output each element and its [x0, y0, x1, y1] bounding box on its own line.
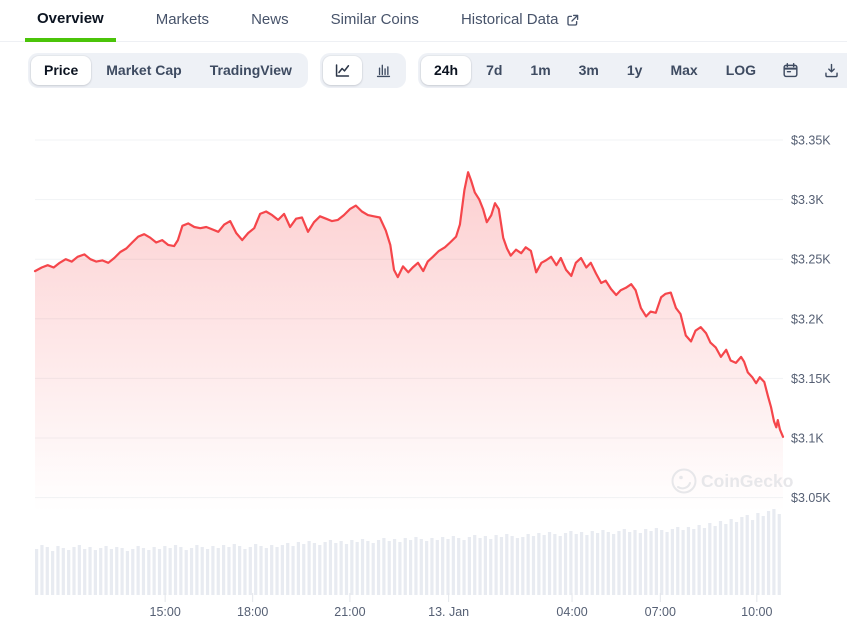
tab-similar-coins[interactable]: Similar Coins [329, 11, 421, 42]
range-max-button[interactable]: Max [657, 56, 710, 85]
tab-markets[interactable]: Markets [154, 11, 211, 42]
svg-text:$3.05K: $3.05K [791, 491, 831, 505]
price-chart[interactable]: 15:00 18:00 21:00 13. Jan 04:00 07:00 10:00 $3.… [0, 100, 847, 634]
range-24h-button[interactable]: 24h [420, 56, 472, 85]
market-cap-button[interactable]: Market Cap [93, 56, 194, 85]
svg-text:CoinGecko: CoinGecko [701, 471, 793, 491]
range-1m-button[interactable]: 1m [517, 56, 563, 85]
volume-bars [35, 509, 781, 595]
x-axis-labels: 15:00 18:00 21:00 13. Jan 04:00 07:00 10:00 [150, 593, 773, 619]
svg-text:$3.35K: $3.35K [791, 134, 831, 148]
tab-historical-data-label: Historical Data [460, 11, 559, 28]
bar-chart-icon [374, 61, 393, 80]
range-3m-button[interactable]: 3m [566, 56, 612, 85]
bar-chart-button[interactable] [364, 56, 403, 85]
price-chart-canvas[interactable]: 15:00 18:00 21:00 13. Jan 04:00 07:00 10:00 $3.… [0, 100, 847, 634]
svg-text:21:00: 21:00 [334, 605, 365, 619]
tradingview-button[interactable]: TradingView [197, 56, 305, 85]
metric-segmented-control: Price Market Cap TradingView [28, 53, 308, 88]
svg-text:10:00: 10:00 [741, 605, 772, 619]
tab-news-label: News [251, 11, 289, 28]
svg-text:04:00: 04:00 [556, 605, 587, 619]
tab-historical-data[interactable]: Historical Data [459, 11, 583, 42]
chart-toolbar: Price Market Cap TradingView 24h 7d 1m [28, 53, 847, 88]
chart-type-segmented-control [319, 53, 406, 88]
download-button[interactable] [812, 56, 847, 85]
download-icon [822, 61, 841, 80]
calendar-icon [781, 61, 800, 80]
svg-text:13. Jan: 13. Jan [428, 605, 469, 619]
svg-text:$3.3K: $3.3K [791, 193, 824, 207]
calendar-button[interactable] [771, 56, 810, 85]
range-1y-button[interactable]: 1y [614, 56, 656, 85]
y-axis-labels: $3.35K $3.3K $3.25K $3.2K $3.15K $3.1K $3.05K [791, 134, 831, 506]
tab-news[interactable]: News [249, 11, 291, 42]
svg-text:$3.25K: $3.25K [791, 253, 831, 267]
coin-page-tabs: Overview Markets News Similar Coins Hist… [0, 0, 847, 42]
line-chart-icon [333, 61, 352, 80]
coingecko-watermark: CoinGecko [671, 468, 793, 494]
price-line [33, 171, 785, 438]
svg-text:18:00: 18:00 [237, 605, 268, 619]
svg-text:$3.15K: $3.15K [791, 372, 831, 386]
svg-text:07:00: 07:00 [645, 605, 676, 619]
log-scale-button[interactable]: LOG [713, 56, 769, 85]
range-segmented-control: 24h 7d 1m 3m 1y Max LOG [417, 53, 847, 88]
range-7d-button[interactable]: 7d [473, 56, 515, 85]
tab-overview[interactable]: Overview [25, 10, 116, 42]
tab-overview-label: Overview [37, 10, 104, 27]
line-chart-button[interactable] [322, 56, 362, 85]
svg-text:15:00: 15:00 [150, 605, 181, 619]
tab-markets-label: Markets [155, 11, 210, 28]
external-link-icon [565, 13, 580, 28]
svg-text:$3.1K: $3.1K [791, 432, 824, 446]
svg-text:$3.2K: $3.2K [791, 312, 824, 326]
price-area-fill [35, 172, 783, 512]
tab-similar-coins-label: Similar Coins [330, 11, 419, 28]
price-button[interactable]: Price [31, 56, 92, 85]
